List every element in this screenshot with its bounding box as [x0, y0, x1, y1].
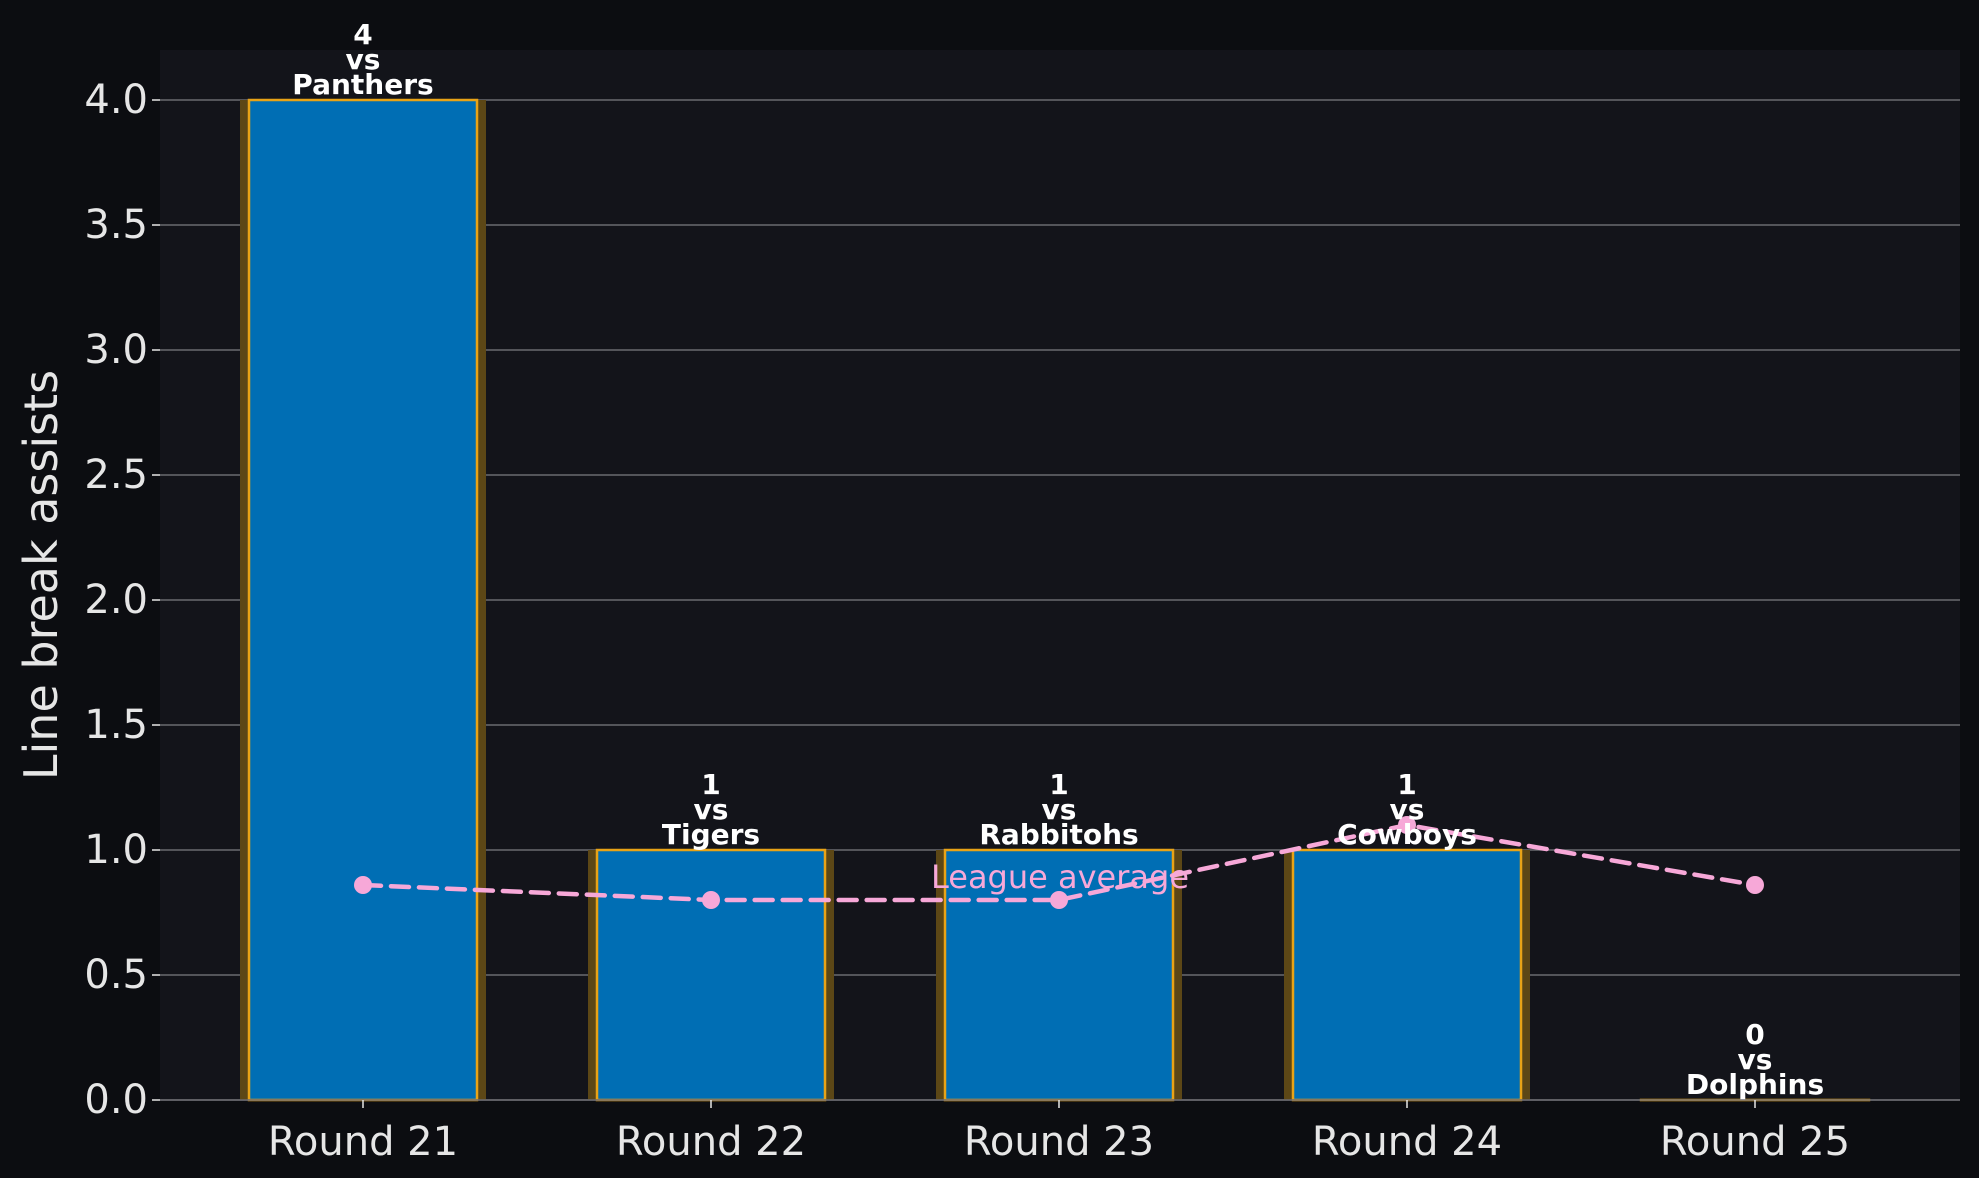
bar-group	[1284, 850, 1530, 1100]
x-tick-label: Round 21	[268, 1119, 458, 1165]
bar-group	[588, 850, 834, 1100]
y-tick-label: 4.0	[84, 77, 148, 123]
y-tick-label: 1.5	[84, 702, 148, 748]
x-tick-label: Round 24	[1312, 1119, 1502, 1165]
bar	[1293, 850, 1521, 1100]
y-tick-label: 2.0	[84, 577, 148, 623]
league-average-point	[354, 876, 372, 894]
bar	[597, 850, 825, 1100]
y-tick-label: 3.0	[84, 327, 148, 373]
opponent-label: Panthers	[292, 68, 433, 101]
x-tick-label: Round 23	[964, 1119, 1154, 1165]
league-average-label: League average	[931, 858, 1189, 896]
league-average-point	[1746, 876, 1764, 894]
y-tick-label: 1.0	[84, 827, 148, 873]
bar	[249, 100, 477, 1100]
opponent-label: Dolphins	[1686, 1068, 1824, 1101]
y-tick-label: 0.0	[84, 1077, 148, 1123]
y-axis-label: Line break assists	[14, 370, 68, 780]
x-tick-label: Round 25	[1660, 1119, 1850, 1165]
league-average-point	[702, 891, 720, 909]
opponent-label: Cowboys	[1337, 818, 1477, 851]
opponent-label: Tigers	[662, 818, 760, 851]
opponent-label: Rabbitohs	[979, 818, 1138, 851]
y-tick-label: 0.5	[84, 952, 148, 998]
y-tick-label: 3.5	[84, 202, 148, 248]
x-tick-label: Round 22	[616, 1119, 806, 1165]
y-tick-label: 2.5	[84, 452, 148, 498]
bar-group	[240, 100, 486, 1100]
